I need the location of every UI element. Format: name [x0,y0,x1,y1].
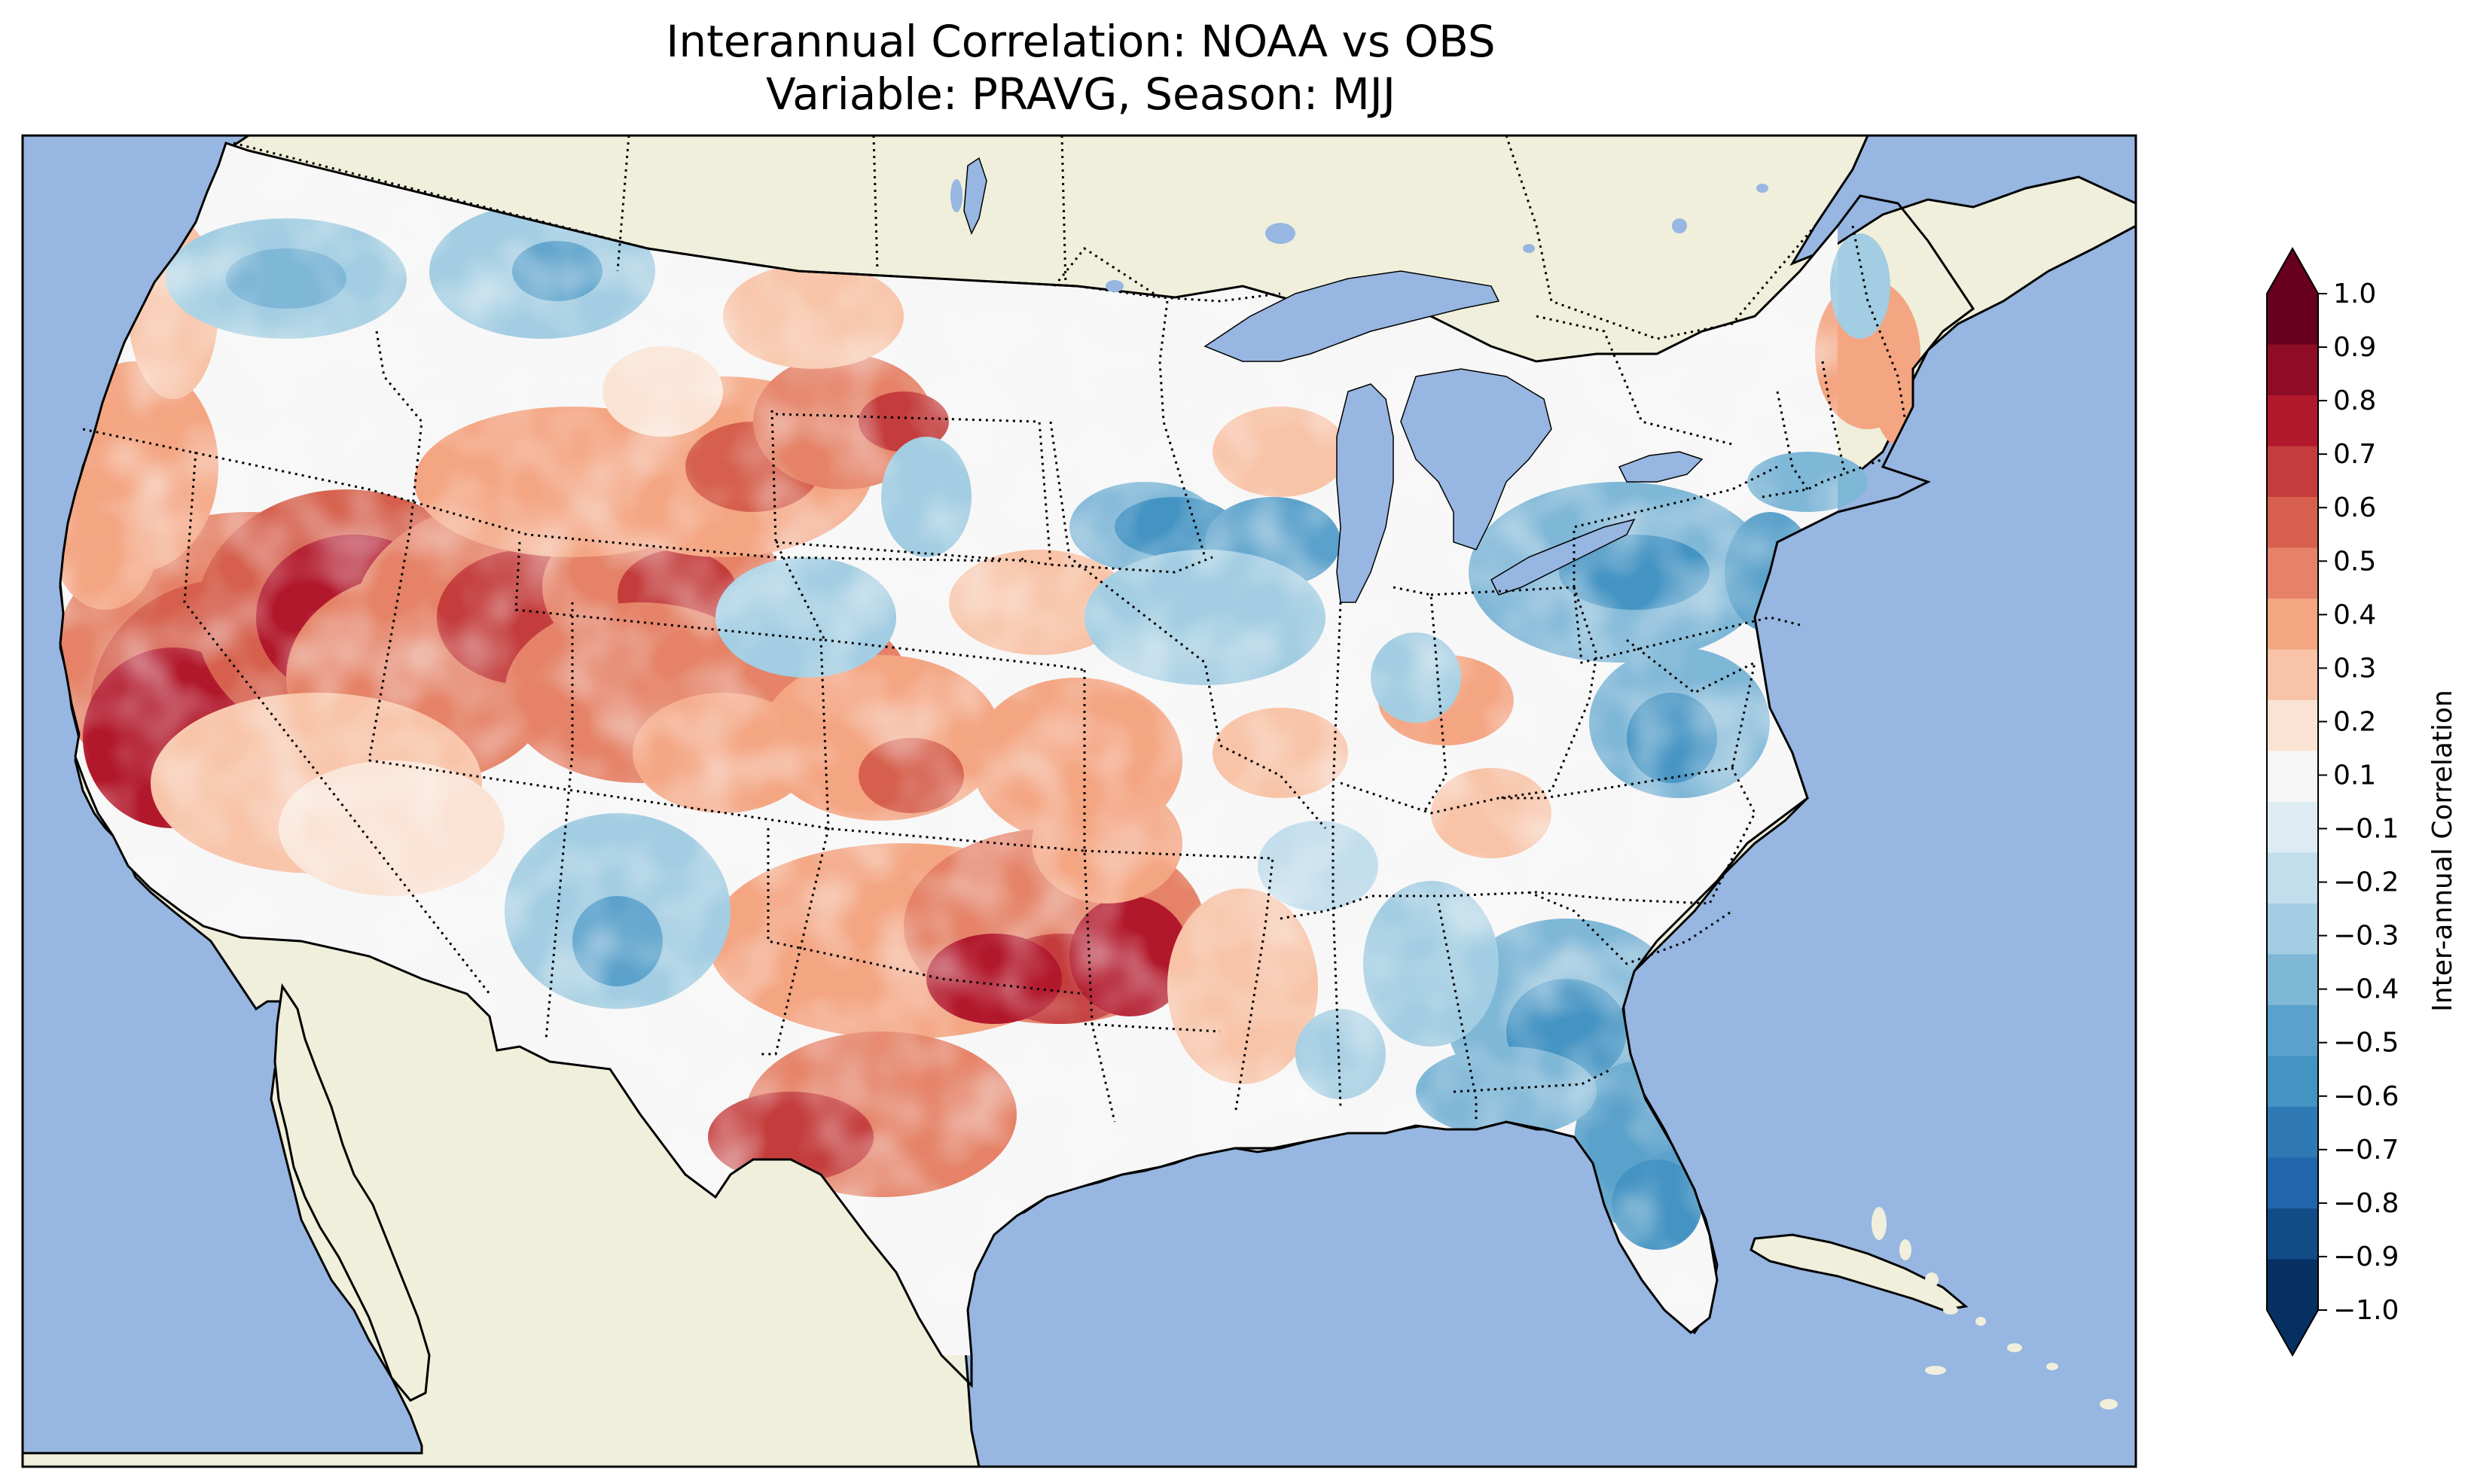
colorbar-segment [2267,1056,2318,1108]
colorbar-segment [2267,547,2318,599]
colorbar-tick-label: 0.6 [2333,492,2376,523]
colorbar-segment [2267,904,2318,955]
colorbar-tick-label: 0.2 [2333,706,2376,737]
colorbar-segment [2267,294,2318,345]
colorbar-tick-label: −0.4 [2333,974,2399,1005]
colorbar-tick-label: −0.6 [2333,1081,2399,1112]
colorbar-tick-label: −0.1 [2333,814,2399,845]
state-borders [82,136,1907,1123]
colorbar-tick-label: 0.8 [2333,385,2376,416]
colorbar-segment [2267,1208,2318,1260]
colorbar-tick-label: 0.5 [2333,546,2376,577]
lake-superior [1203,270,1500,362]
colorbar-tick-label: 0.9 [2333,332,2376,363]
colorbar-segment [2267,751,2318,803]
lake-ontario [1618,451,1704,483]
colorbar-tick-label: −0.2 [2333,867,2399,898]
land-baja-california [273,983,431,1402]
colorbar-extend-top [2267,248,2318,294]
map-title: Interannual Correlation: NOAA vs OBS [666,16,1496,67]
colorbar-segment [2267,649,2318,701]
colorbar-segment [2267,395,2318,446]
colorbar-tick-label: −0.5 [2333,1028,2399,1059]
colorbar-tick-label: 0.1 [2333,760,2376,791]
map-frame [21,134,2137,1468]
colorbar-segment [2267,1107,2318,1158]
colorbar-label: Inter-annual Correlation [2427,690,2458,1012]
colorbar-segment [2267,802,2318,853]
correlation-contour-patch [1830,233,1890,339]
colorbar-tick-label: 0.4 [2333,599,2376,630]
map-area [23,136,2136,1467]
colorbar-tick-label: 1.0 [2333,279,2376,309]
colorbar-extend-bottom [2267,1310,2318,1355]
lake-huron [1400,368,1552,550]
colorbar-tick-label: −0.8 [2333,1188,2399,1219]
great-lakes [963,157,1704,603]
colorbar-segment [2267,954,2318,1006]
colorbar-segment [2267,1157,2318,1209]
colorbar-tick-label: −1.0 [2333,1295,2399,1326]
minor-lakes [950,179,1768,292]
land-bahamas [1872,1207,2118,1409]
colorbar-tick-label: 0.3 [2333,653,2376,684]
colorbar: 1.0 0.9 0.8 0.7 0.6 0.5 0.4 0.3 0.2 0.1 −0.1 −0.2 −0… [2266,246,2399,1358]
us-coastline [59,142,1975,1388]
map-subtitle: Variable: PRAVG, Season: MJJ [766,69,1396,120]
colorbar-segment [2267,344,2318,396]
colorbar-segment [2267,599,2318,650]
colorbar-segment [2267,700,2318,751]
colorbar-segment [2267,1259,2318,1311]
colorbar-segment [2267,852,2318,904]
colorbar-tick-label: 0.7 [2333,439,2376,470]
lake-michigan [1336,383,1394,603]
colorbar-segment [2267,446,2318,498]
colorbar-tick-label: −0.9 [2333,1242,2399,1272]
colorbar-tick-label: −0.3 [2333,921,2399,952]
lake-winnipeg [963,157,987,235]
colorbar-segment [2267,1005,2318,1056]
colorbar-tick-label: −0.7 [2333,1135,2399,1166]
colorbar-segment [2267,497,2318,548]
